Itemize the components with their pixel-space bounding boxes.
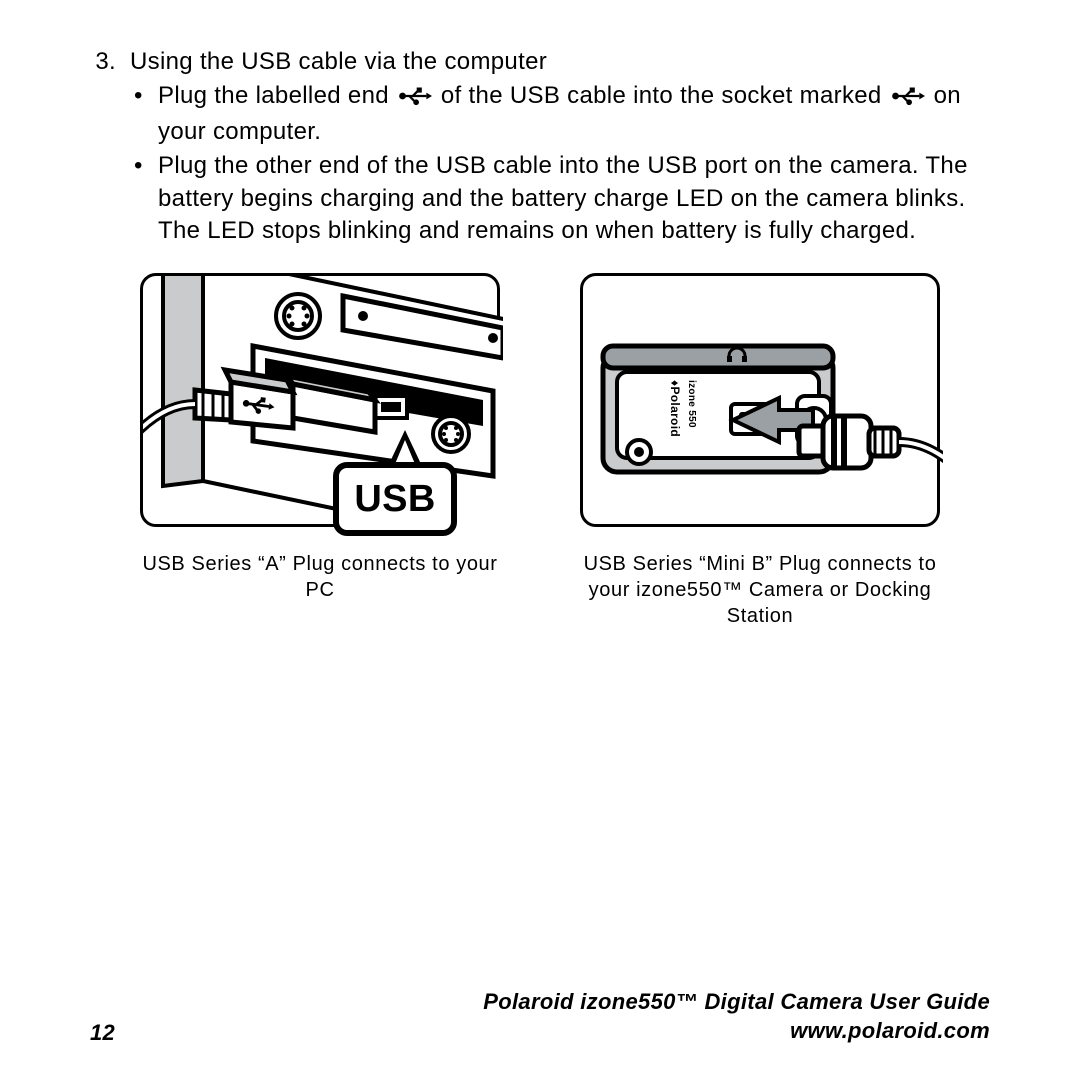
bullet-dot: • (134, 150, 148, 247)
usb-icon (398, 83, 432, 115)
svg-text:♦Polaroid: ♦Polaroid (668, 380, 682, 437)
figure-right-caption: USB Series “Mini B” Plug connects to you… (570, 551, 950, 629)
step-title: Using the USB cable via the computer (130, 46, 990, 78)
usb-callout-badge: USB (333, 462, 457, 536)
footer-url: www.polaroid.com (483, 1016, 990, 1046)
page-number: 12 (90, 1020, 115, 1046)
bullet-2: Plug the other end of the USB cable into… (158, 150, 990, 247)
step-number: 3. (90, 46, 116, 247)
figure-usb-minib-camera: ♦Polaroid izone 550 (580, 273, 940, 527)
bullet-dot: • (134, 80, 148, 148)
svg-text:izone 550: izone 550 (686, 380, 697, 428)
footer-title: Polaroid izone550™ Digital Camera User G… (483, 987, 990, 1017)
figure-left-caption: USB Series “A” Plug connects to your PC (130, 551, 510, 603)
usb-icon (891, 83, 925, 115)
callout-pointer-fill (395, 440, 415, 464)
figure-usb-a-pc: USB (140, 273, 500, 527)
bullet-1: Plug the labelled end of the USB ca (158, 80, 990, 148)
